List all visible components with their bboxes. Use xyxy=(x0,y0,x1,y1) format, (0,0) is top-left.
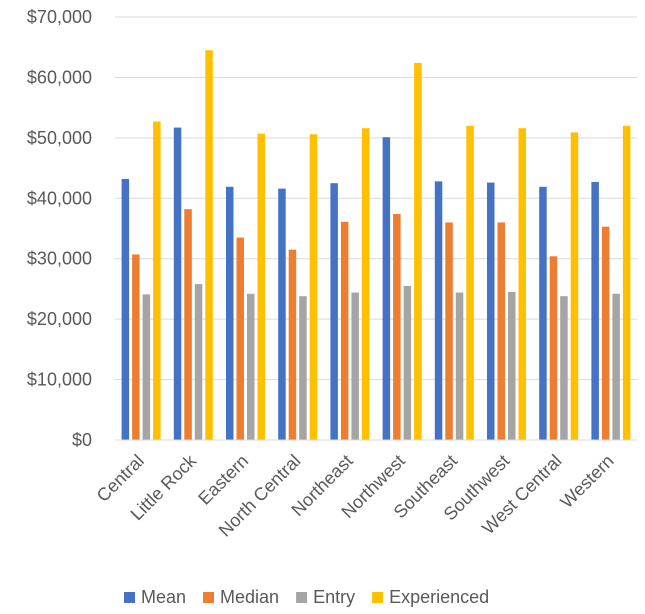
legend-label-mean: Mean xyxy=(141,587,186,607)
bar-mean xyxy=(487,182,495,440)
bar-experienced xyxy=(466,125,474,441)
bar-mean xyxy=(539,186,547,440)
bar-median xyxy=(288,249,297,440)
bar-mean xyxy=(434,181,443,440)
bar-median xyxy=(549,256,558,440)
legend-label-median: Median xyxy=(220,587,279,607)
bar-mean xyxy=(591,181,599,440)
legend-label-experienced: Experienced xyxy=(389,587,489,607)
legend-swatch-mean xyxy=(124,592,135,603)
bar-entry xyxy=(299,296,307,440)
y-tick-label: $70,000 xyxy=(27,7,92,27)
bar-experienced xyxy=(205,50,213,440)
y-tick-label: $40,000 xyxy=(27,188,92,208)
bar-mean xyxy=(330,183,338,440)
bar-median xyxy=(601,226,610,440)
legend-swatch-experienced xyxy=(372,592,384,603)
bar-entry xyxy=(351,292,359,440)
bar-entry xyxy=(247,293,255,440)
bar-experienced xyxy=(361,128,370,440)
bar-experienced xyxy=(518,128,526,440)
bar-median xyxy=(184,209,192,440)
legend-swatch-median xyxy=(203,592,215,603)
legend-swatch-entry xyxy=(296,592,308,603)
bar-experienced xyxy=(570,132,579,440)
bar-mean xyxy=(382,137,391,440)
y-tick-label: $0 xyxy=(72,430,92,450)
bar-entry xyxy=(560,296,568,440)
bar-mean xyxy=(226,186,234,440)
bar-median xyxy=(497,222,505,440)
bars xyxy=(121,50,631,441)
x-tick-label: Western xyxy=(556,451,617,512)
bar-entry xyxy=(142,294,151,440)
bar-median xyxy=(393,213,401,440)
y-tick-label: $20,000 xyxy=(27,309,92,329)
y-tick-label: $10,000 xyxy=(27,370,92,390)
bar-experienced xyxy=(309,134,318,440)
bar-experienced xyxy=(153,121,161,440)
bar-entry xyxy=(403,285,412,440)
y-axis: $0 $10,000 $20,000 $30,000 $40,000 $50,000 $60… xyxy=(27,7,92,450)
bar-median xyxy=(236,237,244,440)
bar-median xyxy=(340,221,349,440)
bar-experienced xyxy=(257,133,265,440)
bar-median xyxy=(445,222,453,440)
y-tick-label: $60,000 xyxy=(27,67,92,87)
bar-mean xyxy=(278,188,286,440)
y-tick-label: $50,000 xyxy=(27,128,92,148)
y-tick-label: $30,000 xyxy=(27,249,92,269)
legend: Mean Median Entry Experienced xyxy=(124,587,489,607)
bar-median xyxy=(132,254,140,440)
bar-entry xyxy=(194,284,203,440)
bar-mean xyxy=(121,178,130,440)
gridlines xyxy=(115,16,637,441)
bar-entry xyxy=(508,291,516,440)
bar-entry xyxy=(455,292,464,440)
bar-entry xyxy=(612,293,620,440)
bar-experienced xyxy=(622,125,631,441)
bar-experienced xyxy=(414,62,422,440)
legend-label-entry: Entry xyxy=(313,587,355,607)
bar-mean xyxy=(173,127,182,440)
